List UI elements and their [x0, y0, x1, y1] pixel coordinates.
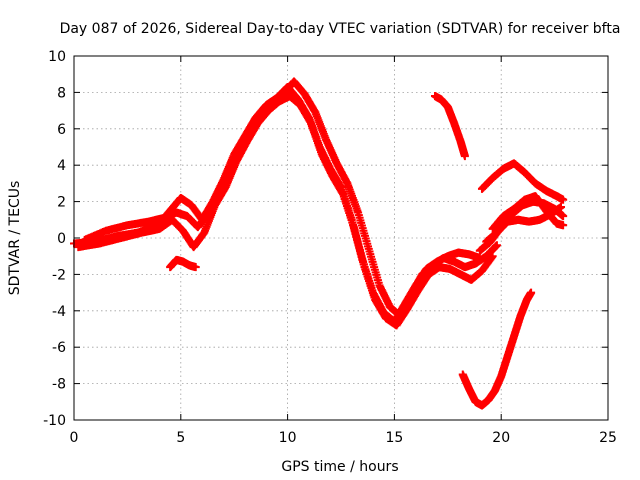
plus-marker [559, 221, 568, 230]
plus-marker [559, 195, 568, 204]
x-tick-label: 20 [492, 430, 510, 446]
plus-marker [191, 263, 200, 272]
y-tick-label: -6 [52, 340, 66, 356]
x-tick-label: 10 [279, 430, 297, 446]
axis-ticks: 0 5 10 15 20 25 -10 -8 -6 -4 -2 0 2 4 6 8 10 [43, 49, 617, 446]
plus-marker [492, 241, 501, 250]
y-tick-label: 10 [48, 49, 66, 65]
chart-title: Day 087 of 2026, Sidereal Day-to-day VTE… [60, 21, 621, 37]
x-tick-label: 0 [70, 430, 79, 446]
x-tick-label: 15 [385, 430, 403, 446]
plot-frame [73, 55, 609, 421]
series-descending-segment [430, 92, 469, 161]
y-tick-label: 6 [57, 122, 66, 138]
series-late-rise-c [488, 192, 568, 233]
x-tick-label: 5 [176, 430, 185, 446]
plus-marker [559, 212, 568, 221]
plus-marker [460, 152, 469, 161]
plus-marker [527, 288, 536, 297]
y-tick-label: -2 [52, 267, 66, 283]
series-main-arc-b [80, 77, 501, 321]
y-tick-label: -8 [52, 377, 66, 393]
series-arc-segment [477, 159, 568, 204]
plus-marker [557, 203, 566, 212]
y-tick-label: 4 [57, 158, 66, 174]
x-axis-label: GPS time / hours [281, 459, 398, 475]
y-tick-label: 8 [57, 85, 66, 101]
x-tick-label: 25 [599, 430, 617, 446]
data-points [70, 77, 568, 410]
y-axis-label: SDTVAR / TECUs [7, 181, 23, 296]
series-small-segment [166, 255, 200, 272]
series-v-segment [458, 288, 536, 410]
grid [74, 56, 608, 420]
y-tick-label: 2 [57, 195, 66, 211]
series-main-arc-c [74, 92, 497, 330]
y-tick-label: -10 [43, 413, 66, 429]
plus-marker [488, 252, 497, 261]
y-tick-label: 0 [57, 231, 66, 247]
y-tick-label: -4 [52, 304, 66, 320]
